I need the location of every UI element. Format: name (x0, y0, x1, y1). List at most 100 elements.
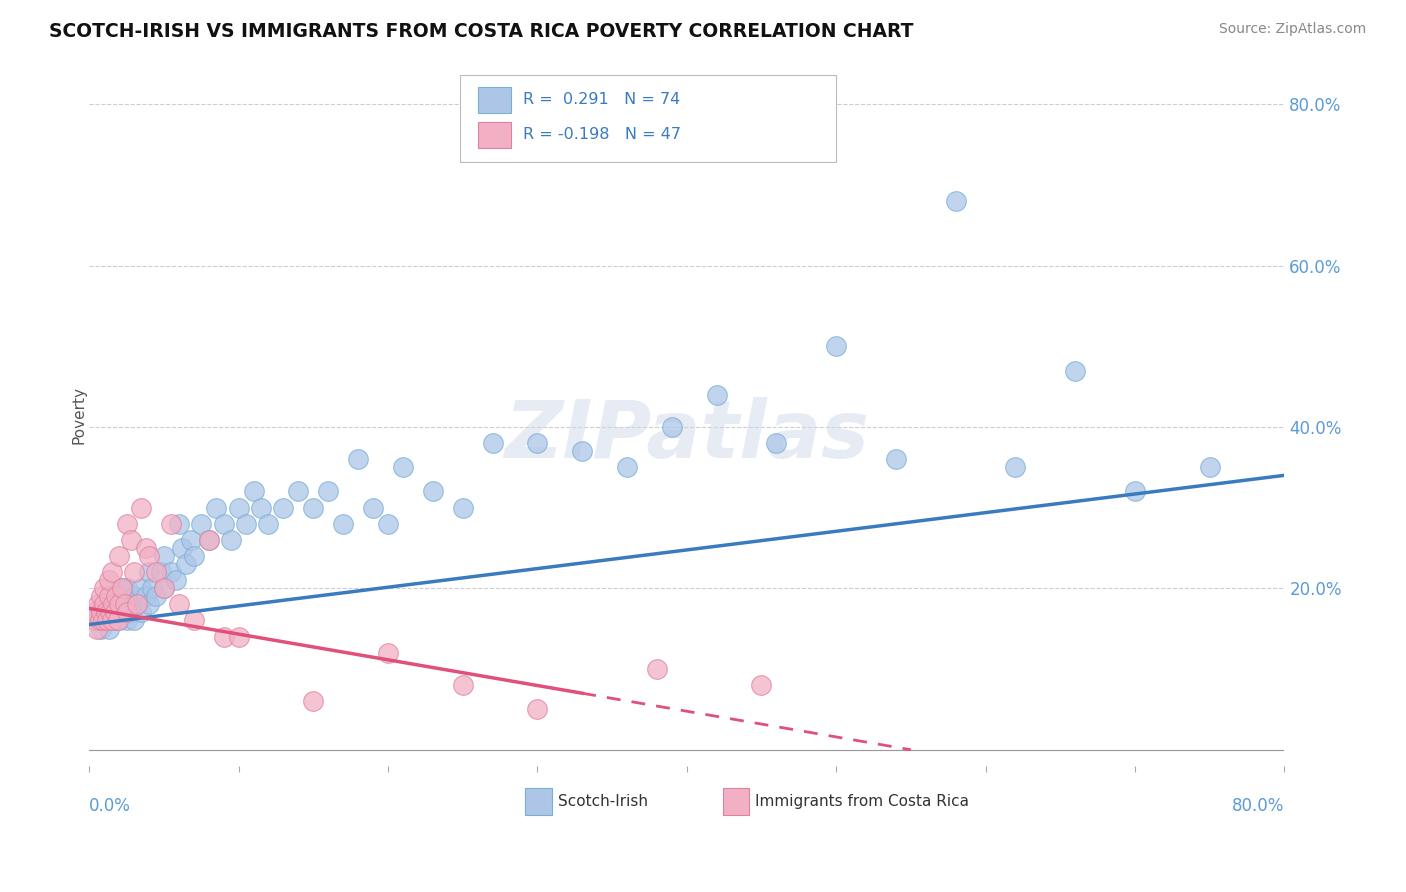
Point (235, 516, 257, 531)
Point (120, 606, 142, 620)
Text: 80.0%: 80.0% (1232, 797, 1285, 815)
Point (377, 516, 399, 531)
Point (257, 516, 280, 531)
Point (706, 387, 728, 401)
Point (115, 598, 138, 612)
Point (100, 614, 122, 628)
Point (86, 614, 108, 628)
Point (1064, 363, 1087, 377)
Point (183, 614, 205, 628)
Point (83, 614, 105, 628)
Point (131, 500, 153, 515)
Text: 0.0%: 0.0% (89, 797, 131, 815)
Point (84, 606, 107, 620)
Point (167, 516, 190, 531)
Point (86, 622, 108, 636)
Point (228, 630, 250, 644)
Point (332, 516, 354, 531)
Point (1004, 460, 1026, 475)
Point (131, 606, 153, 620)
Point (135, 541, 157, 555)
Text: Source: ZipAtlas.com: Source: ZipAtlas.com (1219, 22, 1367, 37)
Point (93, 581, 115, 595)
Point (111, 581, 134, 595)
Point (153, 549, 176, 563)
Point (103, 606, 125, 620)
Point (347, 452, 370, 467)
Point (219, 533, 242, 547)
Point (526, 436, 548, 450)
Point (645, 662, 668, 676)
Point (145, 565, 167, 579)
Point (138, 598, 160, 612)
Text: R = -0.198   N = 47: R = -0.198 N = 47 (523, 128, 681, 143)
Point (135, 590, 157, 604)
Point (174, 557, 197, 571)
Point (97, 573, 120, 587)
Point (125, 598, 148, 612)
Point (316, 484, 339, 499)
Bar (478, 121, 512, 148)
Point (90, 606, 112, 620)
Point (98, 606, 121, 620)
Point (111, 581, 134, 595)
Point (93, 606, 115, 620)
Point (212, 516, 235, 531)
Point (160, 516, 183, 531)
Point (149, 565, 172, 579)
Point (122, 614, 145, 628)
Point (100, 598, 122, 612)
Point (115, 581, 138, 595)
Point (89, 614, 111, 628)
Point (138, 549, 160, 563)
Point (111, 606, 134, 620)
Point (94, 606, 117, 620)
Point (571, 444, 593, 458)
Point (180, 533, 202, 547)
Point (167, 598, 190, 612)
Point (114, 598, 136, 612)
Point (96, 614, 118, 628)
Point (616, 460, 638, 475)
Bar (526, 789, 551, 814)
Point (160, 565, 183, 579)
Point (661, 420, 683, 434)
Point (138, 565, 160, 579)
Point (212, 630, 235, 644)
Point (87, 598, 110, 612)
Point (120, 533, 142, 547)
Point (108, 549, 131, 563)
Point (141, 581, 163, 595)
Point (825, 339, 848, 353)
Point (100, 565, 122, 579)
Point (108, 598, 131, 612)
Y-axis label: Poverty: Poverty (72, 386, 86, 444)
Point (197, 533, 219, 547)
Point (242, 484, 264, 499)
Point (361, 500, 384, 515)
Point (250, 500, 273, 515)
Point (287, 484, 309, 499)
Point (1198, 460, 1220, 475)
Point (165, 573, 187, 587)
Point (122, 565, 145, 579)
Bar (723, 789, 749, 814)
Point (97, 590, 120, 604)
Point (93, 598, 115, 612)
Point (526, 702, 548, 716)
Point (107, 614, 129, 628)
Point (90, 590, 112, 604)
Point (377, 646, 399, 660)
Point (765, 436, 787, 450)
Point (451, 500, 474, 515)
Text: Scotch-Irish: Scotch-Irish (558, 794, 648, 809)
Text: R =  0.291   N = 74: R = 0.291 N = 74 (523, 93, 681, 107)
Point (945, 194, 967, 209)
Point (273, 500, 295, 515)
Point (751, 678, 773, 692)
Point (302, 694, 325, 708)
Point (115, 606, 138, 620)
Point (97, 622, 120, 636)
Point (105, 590, 128, 604)
Point (108, 598, 131, 612)
